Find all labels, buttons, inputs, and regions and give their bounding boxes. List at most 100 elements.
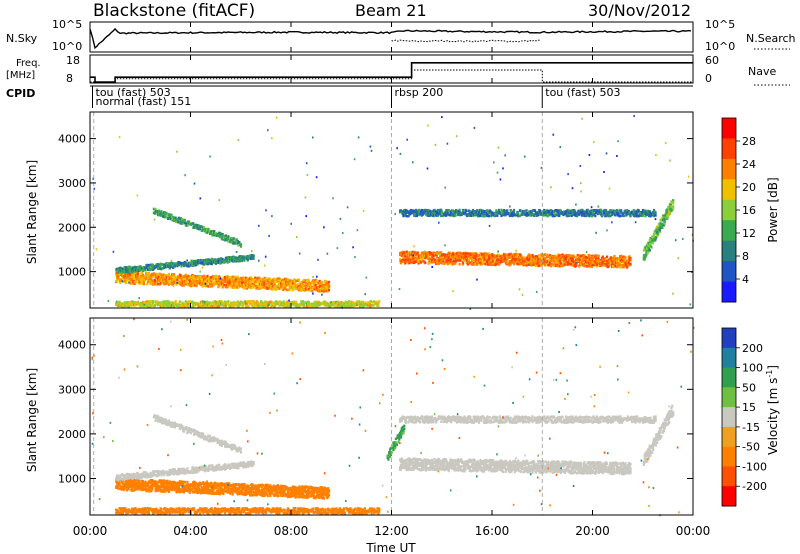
heatmap-cell: [126, 301, 129, 304]
heatmap-cell: [427, 124, 429, 127]
heatmap-cell: [291, 288, 294, 292]
heatmap-cell: [454, 262, 457, 265]
heatmap-cell: [610, 213, 614, 217]
heatmap-cell: [221, 232, 224, 236]
heatmap-cell: [144, 266, 147, 270]
heatmap-cell: [569, 260, 572, 263]
heatmap-cell: [496, 254, 499, 258]
heatmap-cell: [436, 211, 438, 214]
heatmap-cell: [509, 262, 512, 265]
heatmap-cell: [312, 276, 314, 278]
heatmap-cell: [176, 278, 179, 281]
heatmap-cell: [601, 213, 604, 217]
heatmap-cell: [213, 283, 216, 286]
heatmap-cell: [436, 208, 439, 212]
heatmap-cell: [203, 278, 207, 282]
heatmap-cell: [644, 255, 647, 259]
heatmap-cell: [172, 266, 175, 269]
heatmap-cell: [188, 279, 191, 283]
heatmap-cell: [207, 258, 210, 261]
heatmap-cell: [465, 255, 468, 258]
heatmap-cell: [145, 484, 148, 488]
heatmap-cell: [564, 257, 568, 261]
heatmap-cell: [594, 214, 597, 218]
heatmap-cell: [241, 279, 244, 283]
heatmap-cell: [192, 274, 195, 278]
heatmap-cell: [307, 300, 310, 304]
heatmap-cell: [482, 212, 485, 215]
heatmap-cell: [258, 224, 260, 227]
heatmap-cell: [523, 260, 526, 263]
heatmap-cell: [183, 302, 186, 306]
heatmap-cell: [627, 264, 630, 267]
heatmap-cell: [128, 485, 131, 488]
heatmap-cell: [580, 262, 583, 265]
heatmap-cell: [497, 258, 500, 262]
heatmap-cell: [530, 264, 533, 267]
heatmap-cell: [228, 283, 231, 287]
heatmap-cell: [258, 276, 261, 280]
heatmap-cell: [579, 165, 582, 167]
heatmap-cell: [182, 277, 185, 281]
heatmap-cell: [178, 280, 181, 283]
heatmap-cell: [399, 258, 402, 261]
heatmap-cell: [278, 287, 281, 290]
heatmap-cell: [545, 256, 548, 259]
heatmap-cell: [323, 300, 326, 303]
heatmap-cell: [670, 209, 673, 213]
heatmap-cell: [95, 248, 98, 251]
heatmap-cell: [236, 242, 239, 245]
heatmap-cell: [659, 225, 662, 228]
heatmap-cell: [158, 301, 161, 304]
heatmap-cell: [622, 255, 625, 259]
heatmap-cell: [318, 303, 321, 307]
heatmap-cell: [572, 213, 575, 216]
heatmap-cell: [161, 273, 164, 277]
heatmap-cell: [208, 285, 212, 288]
heatmap-cell: [239, 300, 243, 304]
heatmap-cell: [455, 259, 458, 263]
heatmap-cell: [525, 209, 528, 212]
heatmap-cell: [265, 304, 268, 307]
heatmap-cell: [473, 254, 476, 257]
heatmap-cell: [533, 209, 537, 212]
heatmap-cell: [566, 214, 569, 218]
heatmap-cell: [291, 281, 294, 285]
heatmap-cell: [245, 257, 248, 260]
heatmap-cell: [153, 218, 156, 221]
heatmap-cell: [298, 252, 301, 255]
heatmap-cell: [492, 263, 495, 267]
heatmap-cell: [136, 272, 140, 275]
heatmap-cell: [301, 284, 305, 288]
heatmap-cell: [218, 257, 221, 261]
nsky-series-line: [89, 27, 691, 50]
heatmap-cell: [145, 304, 148, 307]
heatmap-cell: [672, 205, 675, 208]
heatmap-cell: [486, 258, 489, 261]
heatmap-cell: [288, 299, 290, 302]
heatmap-cell: [598, 259, 601, 262]
heatmap-cell: [523, 155, 526, 158]
heatmap-cell: [617, 140, 619, 143]
heatmap-cell: [222, 276, 225, 280]
heatmap-cell: [112, 250, 115, 253]
heatmap-cell: [301, 302, 304, 306]
heatmap-cell: [150, 282, 153, 286]
heatmap-cell: [427, 255, 430, 258]
heatmap-cell: [152, 300, 155, 303]
cpid-segment-label: tou (fast) 503: [545, 86, 620, 99]
heatmap-cell: [465, 252, 468, 255]
heatmap-cell: [237, 244, 240, 247]
heatmap-cell: [342, 302, 346, 305]
heatmap-cell: [238, 305, 241, 308]
heatmap-cell: [571, 187, 574, 190]
heatmap-cell: [497, 146, 500, 149]
heatmap-cell: [650, 245, 653, 249]
heatmap-cell: [142, 484, 145, 488]
heatmap-cell: [652, 208, 655, 212]
heatmap-cell: [226, 275, 229, 278]
heatmap-cell: [663, 222, 666, 225]
heatmap-cell: [472, 258, 475, 262]
heatmap-cell: [652, 212, 655, 216]
heatmap-cell: [533, 263, 536, 266]
